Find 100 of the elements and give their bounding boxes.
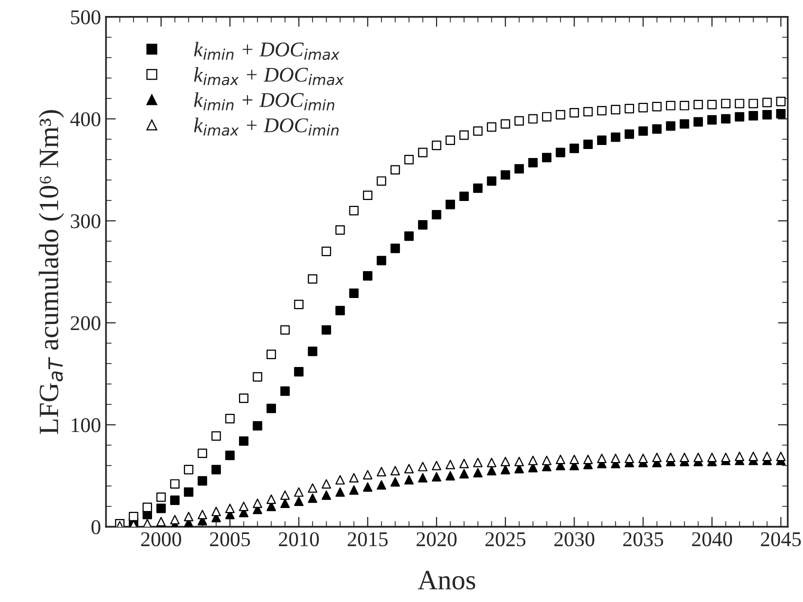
point bbox=[252, 372, 262, 382]
point bbox=[211, 431, 221, 441]
point bbox=[349, 473, 359, 483]
point bbox=[486, 122, 496, 132]
point bbox=[446, 200, 456, 210]
point bbox=[211, 464, 221, 474]
point bbox=[776, 452, 786, 462]
point bbox=[638, 102, 648, 112]
point bbox=[280, 325, 290, 335]
point bbox=[252, 421, 262, 431]
y-axis-title: LFG$_{aT}$ acumulado (10⁶ Nm³) bbox=[38, 110, 64, 434]
point bbox=[694, 117, 703, 127]
point bbox=[666, 452, 676, 462]
y-tick-label: 100 bbox=[72, 418, 100, 432]
point bbox=[362, 190, 372, 200]
x-tick-label: 2010 bbox=[278, 532, 319, 546]
point bbox=[362, 470, 372, 480]
point bbox=[528, 114, 538, 124]
point bbox=[500, 119, 510, 129]
point bbox=[486, 176, 496, 186]
legend-label: k$_{imin}$ + DOC$_{imin}$ bbox=[194, 92, 334, 110]
point bbox=[198, 448, 208, 458]
point bbox=[473, 126, 483, 136]
point bbox=[239, 394, 248, 403]
point bbox=[500, 170, 510, 180]
point bbox=[280, 490, 290, 500]
point bbox=[418, 462, 428, 472]
point bbox=[666, 100, 676, 110]
point bbox=[308, 493, 318, 503]
point bbox=[500, 464, 510, 474]
point bbox=[707, 115, 717, 125]
point bbox=[680, 119, 690, 129]
point bbox=[486, 458, 496, 468]
point bbox=[748, 452, 758, 462]
x-tick-label: 2030 bbox=[554, 532, 594, 546]
x-tick-label: 2015 bbox=[348, 532, 388, 546]
point bbox=[184, 487, 194, 497]
point bbox=[225, 504, 235, 514]
point bbox=[335, 306, 345, 316]
point bbox=[514, 164, 524, 174]
point bbox=[652, 124, 662, 134]
point bbox=[721, 114, 730, 124]
point bbox=[473, 458, 483, 468]
point bbox=[432, 210, 442, 220]
legend-label: k$_{imax}$ + DOC$_{imax}$ bbox=[194, 67, 344, 86]
point bbox=[198, 476, 208, 486]
point bbox=[762, 110, 772, 120]
point bbox=[170, 496, 180, 505]
point bbox=[597, 106, 607, 116]
point bbox=[390, 477, 400, 487]
point bbox=[239, 436, 248, 446]
point bbox=[170, 514, 180, 524]
point bbox=[707, 452, 717, 462]
point bbox=[349, 485, 359, 495]
point bbox=[624, 454, 634, 464]
y-tick-label: 400 bbox=[70, 112, 100, 126]
legend-label: k$_{imin}$ + DOC$_{imax}$ bbox=[194, 42, 340, 60]
point bbox=[156, 492, 166, 502]
point bbox=[556, 110, 566, 120]
point bbox=[432, 460, 442, 470]
point bbox=[597, 454, 607, 464]
point bbox=[184, 512, 194, 522]
point bbox=[473, 468, 483, 478]
point bbox=[610, 454, 620, 464]
point bbox=[335, 475, 345, 485]
point bbox=[583, 454, 593, 464]
point bbox=[280, 498, 290, 508]
point bbox=[376, 466, 386, 476]
point bbox=[446, 136, 456, 145]
x-tick-label: 2040 bbox=[692, 532, 732, 546]
point bbox=[225, 450, 235, 460]
point bbox=[404, 154, 414, 164]
point bbox=[308, 274, 318, 284]
point bbox=[486, 466, 496, 476]
point bbox=[748, 111, 758, 120]
point bbox=[390, 466, 400, 476]
legend-label: k$_{imax}$ + DOC$_{imin}$ bbox=[194, 118, 339, 136]
point bbox=[707, 100, 717, 110]
point bbox=[266, 350, 276, 360]
y-tick-label: 0 bbox=[92, 520, 100, 534]
point bbox=[308, 346, 318, 356]
point bbox=[762, 98, 772, 108]
point bbox=[280, 386, 290, 396]
point bbox=[528, 158, 538, 168]
point bbox=[459, 130, 469, 140]
x-tick-label: 2045 bbox=[760, 532, 801, 546]
x-tick-label: 2020 bbox=[416, 532, 457, 546]
point bbox=[666, 121, 676, 131]
y-tick-label: 300 bbox=[70, 214, 100, 228]
point bbox=[570, 108, 579, 118]
point bbox=[638, 454, 648, 464]
point bbox=[418, 473, 428, 483]
point bbox=[514, 456, 524, 466]
point bbox=[680, 452, 690, 462]
point bbox=[376, 480, 386, 490]
point bbox=[624, 104, 634, 114]
point bbox=[322, 246, 332, 256]
point bbox=[776, 96, 786, 106]
x-tick-label: 2000 bbox=[141, 532, 182, 546]
point bbox=[556, 454, 566, 464]
